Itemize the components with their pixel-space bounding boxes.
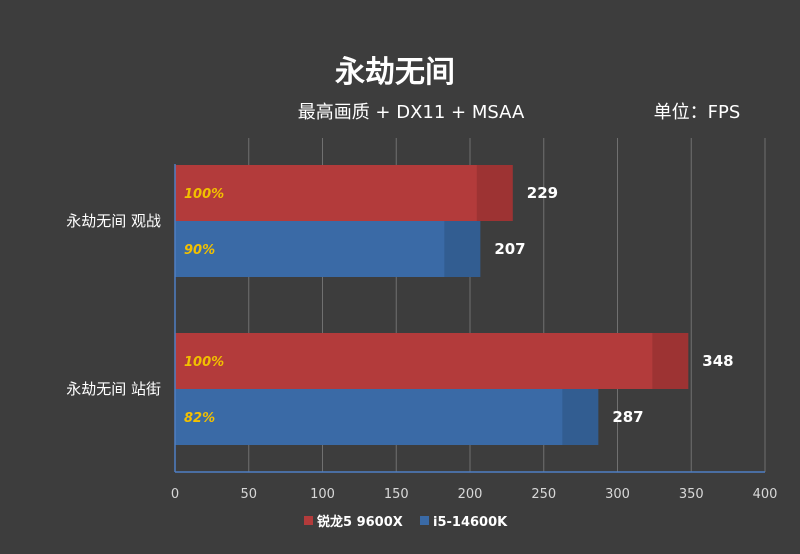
bar [175, 389, 599, 445]
x-tick-label: 350 [679, 487, 704, 502]
value-label: 287 [612, 408, 643, 426]
bar [175, 333, 689, 389]
x-tick-label: 150 [384, 487, 409, 502]
chart-title: 永劫无间 [335, 55, 455, 90]
percent-label: 100% [184, 355, 224, 370]
value-label: 348 [702, 352, 733, 370]
x-tick-label: 100 [310, 487, 335, 502]
bars: 100% 229 90% 207 100% 348 82% 287 [175, 165, 734, 445]
x-tick-label: 300 [605, 487, 630, 502]
x-tick-label: 200 [458, 487, 483, 502]
legend-swatch [420, 516, 429, 525]
value-label: 207 [494, 240, 525, 258]
legend-label: 锐龙5 9600X [317, 514, 403, 530]
percent-label: 100% [184, 187, 224, 202]
legend-label: i5-14600K [433, 515, 508, 530]
legend-swatch [304, 516, 313, 525]
category-label: 永劫无间 站街 [66, 380, 161, 398]
unit-label: 单位：FPS [654, 102, 741, 123]
value-label: 229 [527, 184, 558, 202]
bar-shade [444, 221, 481, 277]
bar [175, 165, 513, 221]
category-label: 永劫无间 观战 [66, 212, 161, 230]
x-tick-label: 250 [531, 487, 556, 502]
legend: 锐龙5 9600X i5-14600K [304, 514, 508, 530]
bar-shade [652, 333, 689, 389]
x-tick-label: 0 [171, 487, 179, 502]
x-tick-label: 50 [240, 487, 257, 502]
bar-shade [562, 389, 599, 445]
percent-label: 90% [184, 243, 215, 258]
percent-label: 82% [184, 411, 215, 426]
bar [175, 221, 481, 277]
chart-subtitle: 最高画质 + DX11 + MSAA [298, 102, 525, 123]
bar-shade [476, 165, 513, 221]
x-tick-label: 400 [753, 487, 778, 502]
